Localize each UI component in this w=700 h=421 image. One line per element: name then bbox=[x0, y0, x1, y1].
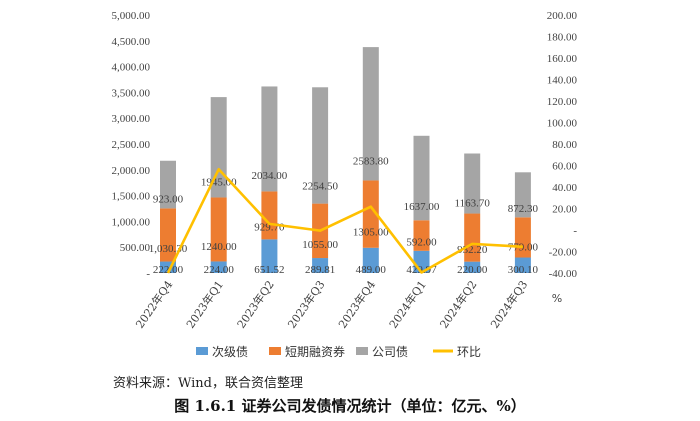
left-tick-label: 4,000.00 bbox=[112, 62, 151, 74]
bar-1 bbox=[464, 261, 481, 273]
bar-3 bbox=[464, 153, 481, 214]
bar-1 bbox=[210, 261, 227, 273]
data-label: 1163.70 bbox=[455, 197, 491, 209]
right-tick-label: 200.00 bbox=[547, 10, 578, 22]
data-label: 2583.80 bbox=[353, 155, 389, 167]
bar-1 bbox=[514, 257, 531, 273]
legend-label: 环比 bbox=[457, 345, 481, 359]
bar-1 bbox=[160, 261, 176, 273]
bar-3 bbox=[160, 160, 176, 209]
data-label: 2034.00 bbox=[252, 170, 288, 182]
bar-labels: 222.001,030.30923.00224.001240.001945.00… bbox=[149, 155, 539, 276]
category-label: 2023年Q3 bbox=[285, 278, 328, 331]
legend-label: 公司债 bbox=[372, 345, 408, 359]
right-tick-label: - bbox=[573, 225, 577, 237]
right-tick-label: 160.00 bbox=[547, 53, 578, 65]
data-label: 2254.50 bbox=[302, 181, 338, 193]
right-tick-label: 60.00 bbox=[552, 161, 577, 173]
data-label: 592.00 bbox=[406, 236, 437, 248]
bar-3 bbox=[261, 86, 278, 192]
bar-2 bbox=[210, 197, 227, 262]
left-tick-label: 5,000.00 bbox=[112, 10, 151, 22]
bar-3 bbox=[362, 47, 379, 181]
right-tick-label: 80.00 bbox=[552, 139, 577, 151]
left-axis: - 500.00 1,000.00 1,500.00 2,000.00 2,500.00 3… bbox=[112, 10, 151, 280]
left-tick-label: 500.00 bbox=[120, 242, 151, 254]
category-label: 2024年Q2 bbox=[437, 278, 480, 331]
bar-2 bbox=[413, 220, 430, 251]
data-label: 489.00 bbox=[356, 264, 387, 276]
legend-swatch bbox=[269, 347, 281, 355]
bars bbox=[160, 47, 531, 273]
data-label: 220.00 bbox=[457, 264, 488, 276]
left-tick-label: 2,500.00 bbox=[112, 139, 151, 151]
legend-swatch bbox=[196, 347, 208, 355]
data-label: 1240.00 bbox=[201, 241, 237, 253]
data-label: 872.30 bbox=[508, 203, 539, 215]
left-tick-label: 1,500.00 bbox=[112, 191, 151, 203]
bar-3 bbox=[312, 87, 329, 204]
left-tick-label: 4,500.00 bbox=[112, 36, 151, 48]
data-label: 923.00 bbox=[153, 194, 184, 206]
data-label: 1637.00 bbox=[404, 201, 440, 213]
chart: - 500.00 1,000.00 1,500.00 2,000.00 2,500.00 3… bbox=[112, 10, 578, 359]
left-tick-label: 1,000.00 bbox=[112, 216, 151, 228]
legend: 次级债 短期融资券 公司债 环比 bbox=[196, 344, 481, 359]
category-axis: 2022年Q4 2023年Q1 2023年Q2 2023年Q3 2023年Q4 2024年… bbox=[132, 278, 530, 331]
data-label: 224.00 bbox=[204, 264, 235, 276]
right-tick-label: 20.00 bbox=[552, 204, 577, 216]
bar-1 bbox=[261, 239, 278, 273]
data-label: 289.81 bbox=[305, 264, 335, 276]
right-tick-label: 100.00 bbox=[547, 118, 578, 130]
data-label: 1055.00 bbox=[302, 239, 338, 251]
bar-3 bbox=[413, 135, 430, 221]
right-tick-label: -40.00 bbox=[549, 268, 578, 280]
right-tick-label: 180.00 bbox=[547, 32, 578, 44]
data-label: 779.00 bbox=[508, 241, 539, 253]
bar-3 bbox=[514, 172, 531, 218]
legend-label: 短期融资券 bbox=[285, 344, 345, 359]
bar-2 bbox=[261, 191, 278, 240]
right-axis: -40.00-20.00-20.0040.0060.0080.00100.001… bbox=[547, 10, 578, 305]
data-label: 1305.00 bbox=[353, 227, 389, 239]
data-label: 651.52 bbox=[254, 264, 284, 276]
bar-2 bbox=[160, 208, 176, 262]
right-tick-label: 140.00 bbox=[547, 75, 578, 87]
source-note: 资料来源：Wind，联合资信整理 bbox=[113, 376, 303, 391]
bar-2 bbox=[362, 180, 379, 248]
left-tick-label: 3,500.00 bbox=[112, 87, 151, 99]
category-label: 2024年Q3 bbox=[487, 278, 530, 331]
right-tick-label: 40.00 bbox=[552, 182, 577, 194]
right-tick-label: 120.00 bbox=[547, 96, 578, 108]
right-tick-label: -20.00 bbox=[549, 247, 578, 259]
legend-swatch bbox=[356, 347, 368, 355]
category-label: 2024年Q1 bbox=[386, 278, 429, 331]
bar-2 bbox=[464, 213, 481, 262]
left-tick-label: 2,000.00 bbox=[112, 165, 151, 177]
category-label: 2023年Q4 bbox=[335, 278, 378, 331]
right-axis-unit: % bbox=[552, 292, 562, 305]
left-tick-label: - bbox=[146, 268, 150, 280]
bar-1 bbox=[362, 247, 379, 273]
left-tick-label: 3,000.00 bbox=[112, 113, 151, 125]
line-series bbox=[166, 167, 523, 274]
category-label: 2023年Q2 bbox=[234, 278, 277, 331]
category-label: 2022年Q4 bbox=[132, 278, 175, 331]
legend-label: 次级债 bbox=[212, 345, 248, 359]
figure-caption: 图 1.6.1 证券公司发债情况统计（单位：亿元、%） bbox=[174, 397, 526, 415]
line-huanbi bbox=[166, 167, 523, 274]
data-label: 300.10 bbox=[508, 264, 539, 276]
bar-1 bbox=[312, 258, 329, 273]
category-label: 2023年Q1 bbox=[183, 278, 226, 331]
